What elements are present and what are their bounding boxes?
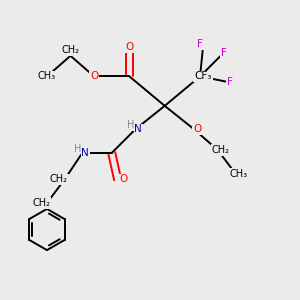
Text: N: N	[81, 148, 89, 158]
Text: CF₃: CF₃	[194, 71, 212, 81]
Text: H: H	[127, 120, 134, 130]
Text: CH₂: CH₂	[212, 145, 230, 155]
Text: O: O	[125, 42, 134, 52]
Text: CH₂: CH₂	[32, 198, 50, 208]
Text: CH₃: CH₃	[38, 71, 56, 81]
Text: CH₂: CH₂	[50, 174, 68, 184]
Text: O: O	[90, 71, 98, 81]
Text: F: F	[197, 39, 203, 49]
Text: N: N	[134, 124, 142, 134]
Text: H: H	[74, 143, 82, 154]
Text: CH₃: CH₃	[229, 169, 248, 178]
Text: O: O	[119, 174, 128, 184]
Text: CH₂: CH₂	[61, 45, 80, 55]
Text: F: F	[226, 77, 232, 87]
Text: O: O	[193, 124, 201, 134]
Text: F: F	[221, 48, 226, 58]
